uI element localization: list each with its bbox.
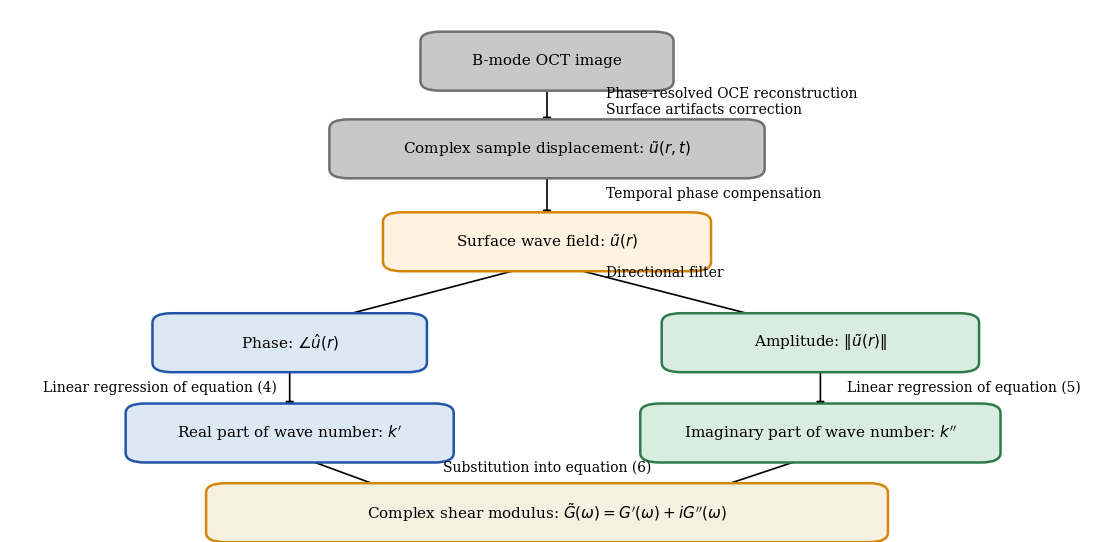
Text: B-mode OCT image: B-mode OCT image xyxy=(473,54,621,68)
Text: Surface wave field: $\tilde{u}(r)$: Surface wave field: $\tilde{u}(r)$ xyxy=(456,233,638,251)
Text: Phase: $\angle\hat{u}(r)$: Phase: $\angle\hat{u}(r)$ xyxy=(241,332,339,353)
Text: Linear regression of equation (5): Linear regression of equation (5) xyxy=(847,380,1081,395)
Text: Substitution into equation (6): Substitution into equation (6) xyxy=(443,460,651,475)
Text: Temporal phase compensation: Temporal phase compensation xyxy=(606,187,822,201)
Text: Directional filter: Directional filter xyxy=(606,266,723,280)
FancyBboxPatch shape xyxy=(329,119,765,178)
Text: Complex sample displacement: $\tilde{u}(r,t)$: Complex sample displacement: $\tilde{u}(… xyxy=(403,139,691,159)
FancyBboxPatch shape xyxy=(152,313,427,372)
FancyBboxPatch shape xyxy=(420,32,674,91)
Text: Linear regression of equation (4): Linear regression of equation (4) xyxy=(43,380,277,395)
FancyBboxPatch shape xyxy=(126,404,454,462)
Text: Amplitude: $\|\tilde{u}(r)\|$: Amplitude: $\|\tilde{u}(r)\|$ xyxy=(754,332,887,353)
Text: Real part of wave number: $k'$: Real part of wave number: $k'$ xyxy=(177,423,403,443)
FancyBboxPatch shape xyxy=(640,404,1001,462)
Text: Complex shear modulus: $\tilde{G}(\omega) = G'(\omega) + iG''(\omega)$: Complex shear modulus: $\tilde{G}(\omega… xyxy=(368,501,726,524)
FancyBboxPatch shape xyxy=(383,212,711,271)
Text: Imaginary part of wave number: $k''$: Imaginary part of wave number: $k''$ xyxy=(684,423,957,443)
Text: Phase-resolved OCE reconstruction
Surface artifacts correction: Phase-resolved OCE reconstruction Surfac… xyxy=(606,87,858,117)
FancyBboxPatch shape xyxy=(206,483,888,542)
FancyBboxPatch shape xyxy=(662,313,979,372)
